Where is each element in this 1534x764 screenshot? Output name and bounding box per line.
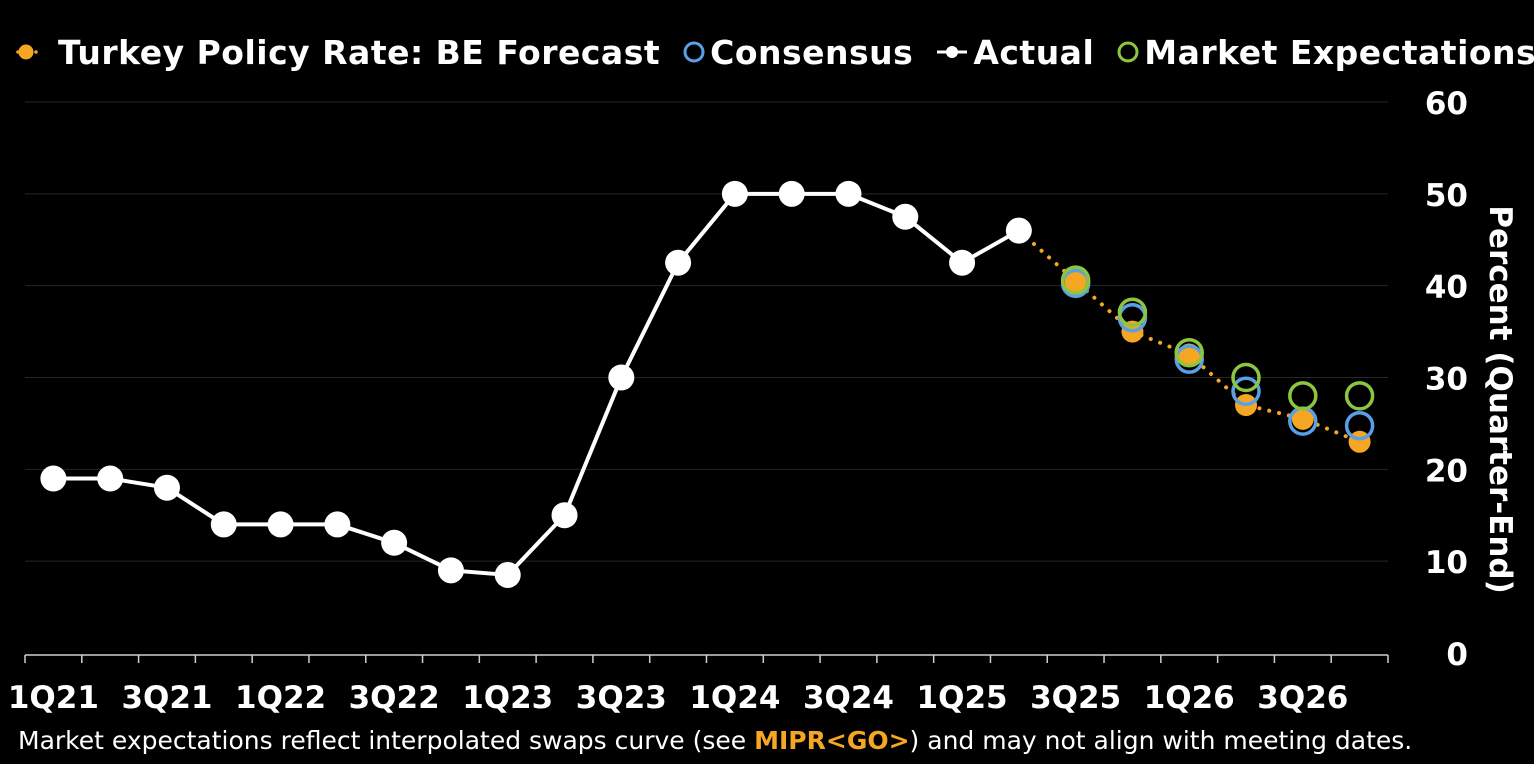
actual-point — [835, 180, 862, 207]
x-tick-label: 3Q23 — [576, 680, 667, 716]
legend-label-market: Market Expectations — [1144, 32, 1534, 72]
x-tick-label: 3Q25 — [1030, 680, 1121, 716]
x-tick-label: 1Q25 — [917, 680, 1008, 716]
market-expectation-point — [1288, 381, 1318, 411]
actual-point — [494, 561, 521, 588]
actual-point — [97, 465, 124, 492]
actual-legend-marker — [937, 46, 968, 58]
y-tick-label: 10 — [1425, 545, 1468, 581]
actual-point — [1005, 217, 1032, 244]
actual-point — [665, 249, 692, 276]
actual-point — [324, 511, 351, 538]
footnote-command-link[interactable]: MIPR<GO> — [754, 726, 910, 755]
x-tick-label: 1Q26 — [1144, 680, 1235, 716]
legend-item-consensus: Consensus — [682, 33, 913, 72]
forecast-legend-marker — [16, 44, 38, 60]
forecast-point — [1291, 407, 1314, 430]
actual-point — [40, 465, 67, 492]
x-tick-label: 1Q22 — [235, 680, 326, 716]
y-tick-label: 60 — [1425, 86, 1468, 122]
footnote: Market expectations reflect interpolated… — [18, 726, 1412, 755]
y-axis-label: Percent (Quarter-End) — [1482, 205, 1518, 594]
market-expectation-point — [1060, 265, 1091, 295]
actual-point — [437, 557, 464, 584]
forecast-point — [1064, 270, 1087, 293]
legend-label-forecast: Turkey Policy Rate: BE Forecast — [58, 32, 661, 72]
y-tick-label: 20 — [1425, 453, 1468, 489]
x-tick-label: 3Q22 — [349, 680, 440, 716]
y-tick-label: 30 — [1425, 362, 1468, 398]
actual-point — [778, 180, 805, 207]
market-expectation-point — [1231, 362, 1261, 393]
consensus-point — [1344, 410, 1375, 441]
market-expectation-point — [1174, 337, 1204, 368]
legend-item-forecast: Turkey Policy Rate: BE Forecast — [14, 33, 660, 72]
actual-point — [949, 249, 976, 276]
actual-point — [381, 529, 408, 556]
x-tick-label: 1Q24 — [689, 680, 780, 716]
legend-label-actual: Actual — [973, 32, 1095, 72]
x-tick-label: 1Q23 — [462, 680, 553, 716]
market-legend-marker — [1117, 41, 1139, 63]
x-tick-label: 3Q24 — [803, 680, 894, 716]
y-tick-label: 0 — [1446, 637, 1468, 673]
actual-point — [153, 474, 180, 501]
footnote-text-before: Market expectations reflect interpolated… — [18, 726, 755, 755]
y-tick-label: 40 — [1425, 270, 1468, 306]
actual-line — [53, 191, 1020, 577]
actual-point — [721, 180, 748, 207]
market-expectation-point — [1344, 381, 1375, 411]
consensus-legend-marker — [683, 41, 705, 63]
market-expectation-point — [1117, 297, 1148, 328]
y-tick-label: 50 — [1425, 178, 1468, 214]
x-tick-label: 3Q21 — [121, 680, 212, 716]
x-tick-label: 3Q26 — [1257, 680, 1348, 716]
actual-point — [892, 203, 919, 230]
legend-label-consensus: Consensus — [710, 32, 914, 72]
x-tick-label: 1Q21 — [8, 680, 99, 716]
footnote-text-after: ) and may not align with meeting dates. — [909, 726, 1413, 755]
legend-item-market: Market Expectations — [1116, 33, 1534, 72]
legend-item-actual: Actual — [935, 33, 1094, 72]
actual-point — [551, 502, 578, 529]
actual-point — [267, 511, 294, 538]
actual-point — [608, 364, 635, 391]
consensus-point — [1231, 376, 1261, 407]
chart-legend: Turkey Policy Rate: BE Forecast Consensu… — [14, 30, 1534, 74]
actual-point — [210, 511, 237, 538]
